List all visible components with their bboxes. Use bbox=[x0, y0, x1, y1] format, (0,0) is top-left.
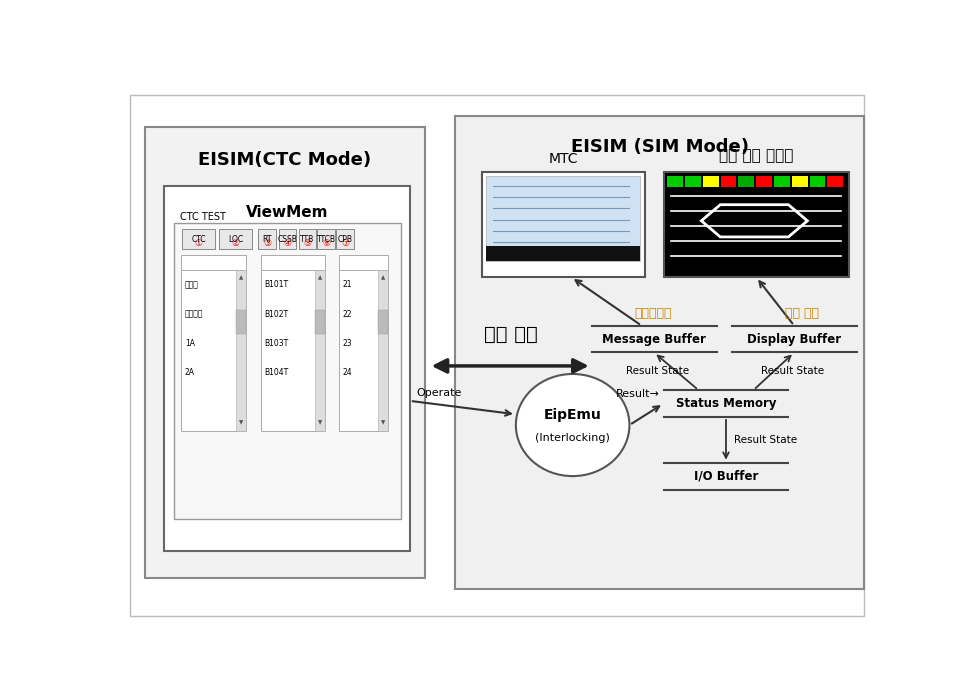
Bar bbox=[663, 172, 849, 277]
Bar bbox=[339, 255, 388, 269]
Text: 1A: 1A bbox=[185, 339, 195, 348]
Text: CSSB: CSSB bbox=[277, 235, 298, 244]
Text: ▲: ▲ bbox=[238, 275, 242, 280]
Bar bbox=[487, 246, 640, 261]
Bar bbox=[378, 269, 388, 431]
Bar bbox=[774, 176, 789, 188]
Bar bbox=[791, 176, 808, 188]
Text: Operate: Operate bbox=[416, 388, 461, 398]
Text: 24: 24 bbox=[343, 369, 352, 378]
Bar bbox=[739, 176, 754, 188]
Text: Result State: Result State bbox=[626, 366, 689, 376]
Bar bbox=[316, 310, 325, 334]
Text: ③: ③ bbox=[263, 239, 272, 248]
Text: CTC TEST: CTC TEST bbox=[180, 212, 226, 223]
Text: 가운방: 가운방 bbox=[185, 281, 199, 290]
Text: B101T: B101T bbox=[265, 281, 288, 290]
Text: I/O Buffer: I/O Buffer bbox=[694, 470, 758, 482]
Bar bbox=[174, 223, 401, 519]
Text: 21: 21 bbox=[343, 281, 352, 290]
Bar bbox=[828, 176, 843, 188]
Bar bbox=[702, 176, 718, 188]
Bar bbox=[336, 229, 354, 249]
Text: 구려구방: 구려구방 bbox=[185, 310, 203, 319]
Bar bbox=[164, 186, 410, 551]
Bar bbox=[145, 127, 425, 578]
Text: 통신 연결: 통신 연결 bbox=[484, 325, 537, 344]
Text: 22: 22 bbox=[343, 310, 352, 319]
Text: 화면 표시 관리자: 화면 표시 관리자 bbox=[719, 148, 793, 163]
Bar bbox=[685, 176, 701, 188]
Text: 2A: 2A bbox=[185, 369, 195, 378]
Text: B104T: B104T bbox=[265, 369, 289, 378]
Bar bbox=[299, 229, 316, 249]
Bar bbox=[235, 269, 245, 431]
Text: Message Buffer: Message Buffer bbox=[602, 332, 706, 346]
Bar bbox=[181, 269, 245, 431]
Text: ⑤: ⑤ bbox=[303, 239, 312, 248]
Text: LOC: LOC bbox=[229, 235, 243, 244]
Bar bbox=[261, 255, 325, 269]
Text: ②: ② bbox=[232, 239, 239, 248]
Text: Result→: Result→ bbox=[616, 389, 659, 399]
Bar bbox=[261, 269, 325, 431]
Text: MTC: MTC bbox=[548, 152, 578, 166]
Text: EipEmu: EipEmu bbox=[544, 408, 602, 422]
Text: Result State: Result State bbox=[761, 366, 825, 376]
Text: ⑦: ⑦ bbox=[341, 239, 349, 248]
Bar bbox=[219, 229, 252, 249]
Bar bbox=[721, 176, 737, 188]
Bar bbox=[181, 255, 245, 269]
Text: 23: 23 bbox=[343, 339, 352, 348]
Bar bbox=[756, 176, 772, 188]
Text: ▼: ▼ bbox=[318, 421, 322, 426]
Bar bbox=[482, 172, 645, 277]
Text: CTC: CTC bbox=[191, 235, 206, 244]
Bar bbox=[182, 229, 215, 249]
Text: B103T: B103T bbox=[265, 339, 289, 348]
Text: RT: RT bbox=[263, 235, 272, 244]
Text: Status Memory: Status Memory bbox=[676, 397, 776, 410]
Text: ▼: ▼ bbox=[381, 421, 385, 426]
Bar bbox=[259, 229, 276, 249]
Text: CPB: CPB bbox=[338, 235, 353, 244]
Text: Result State: Result State bbox=[734, 435, 796, 445]
Bar bbox=[316, 269, 325, 431]
Ellipse shape bbox=[516, 374, 629, 476]
Bar bbox=[278, 229, 296, 249]
Text: TTCB: TTCB bbox=[317, 235, 336, 244]
Text: ⑥: ⑥ bbox=[322, 239, 330, 248]
Text: (Interlocking): (Interlocking) bbox=[535, 433, 610, 443]
Bar bbox=[235, 310, 245, 334]
Bar bbox=[339, 269, 388, 431]
Bar bbox=[378, 310, 388, 334]
Text: Display Buffer: Display Buffer bbox=[747, 332, 841, 346]
Text: ▲: ▲ bbox=[318, 275, 322, 280]
Text: 메시지표출: 메시지표출 bbox=[634, 307, 671, 320]
Bar bbox=[318, 229, 335, 249]
Text: B102T: B102T bbox=[265, 310, 288, 319]
Text: ▼: ▼ bbox=[238, 421, 242, 426]
Text: EISIM(CTC Mode): EISIM(CTC Mode) bbox=[198, 151, 371, 169]
Text: TTB: TTB bbox=[300, 235, 315, 244]
Text: ①: ① bbox=[194, 239, 202, 248]
Text: ViewMem: ViewMem bbox=[245, 205, 328, 220]
Text: ④: ④ bbox=[283, 239, 291, 248]
Bar bbox=[810, 176, 826, 188]
Bar bbox=[667, 176, 683, 188]
Text: EISIM (SIM Mode): EISIM (SIM Mode) bbox=[571, 138, 748, 156]
Bar bbox=[455, 116, 865, 589]
Text: 화면 표출: 화면 표출 bbox=[785, 307, 819, 320]
Text: ▲: ▲ bbox=[381, 275, 385, 280]
Bar bbox=[487, 176, 640, 261]
